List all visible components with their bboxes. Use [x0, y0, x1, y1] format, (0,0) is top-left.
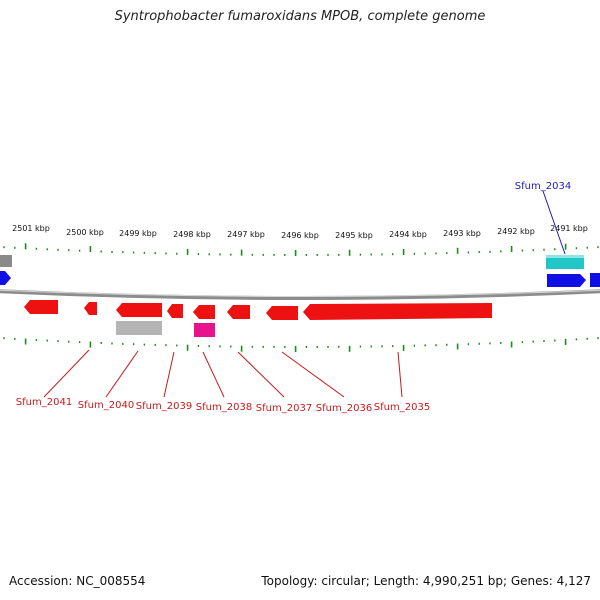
leader-line-sfum-2036	[281, 351, 345, 398]
genome-backbone	[0, 289, 600, 300]
gene-arrow-grey-edge[interactable]	[0, 255, 12, 267]
gene-label-sfum-2034[interactable]: Sfum_2034	[515, 181, 571, 192]
kbp-label: 2498 kbp	[173, 230, 211, 239]
leader-line-sfum-2039	[163, 351, 175, 398]
leader-line-sfum-2038	[202, 351, 225, 398]
gene-arrow-forward-edge[interactable]	[0, 271, 11, 285]
leader-line-sfum-2041	[43, 349, 90, 398]
gene-arrow-grey[interactable]	[116, 321, 162, 335]
genome-backbone-highlight	[0, 289, 600, 297]
gene-arrow-forward-edge-right[interactable]	[590, 273, 600, 287]
kbp-label: 2494 kbp	[389, 230, 427, 239]
gene-arrow-forward[interactable]	[547, 274, 586, 287]
leader-lines	[43, 190, 566, 398]
gene-arrow-sfum-2038[interactable]	[193, 305, 215, 319]
gene-label-sfum-2035[interactable]: Sfum_2035	[374, 402, 430, 413]
kbp-labels: 2501 kbp 2500 kbp 2499 kbp 2498 kbp 2497…	[12, 224, 588, 240]
leader-line-sfum-2040	[105, 350, 139, 398]
gene-label-sfum-2038[interactable]: Sfum_2038	[196, 402, 252, 413]
gene-labels: Sfum_2034 Sfum_2035 Sfum_2036 Sfum_2037 …	[16, 181, 571, 414]
gene-label-sfum-2041[interactable]: Sfum_2041	[16, 397, 72, 408]
reverse-strand-genes	[24, 300, 492, 337]
gene-label-sfum-2036[interactable]: Sfum_2036	[316, 403, 372, 414]
forward-strand-genes	[0, 255, 600, 287]
leader-line-sfum-2035	[397, 351, 403, 398]
gene-arrow-sfum-2037[interactable]	[227, 305, 250, 319]
kbp-label: 2500 kbp	[66, 228, 104, 237]
accession-label: Accession: NC_008554	[9, 574, 146, 588]
gene-arrow-sfum-2034[interactable]	[546, 257, 584, 269]
gene-arrow-small-reverse[interactable]	[84, 302, 97, 315]
gene-arrow-pink[interactable]	[194, 323, 215, 337]
kbp-label: 2496 kbp	[281, 231, 319, 240]
leader-line-sfum-2034	[542, 190, 566, 255]
kbp-label: 2492 kbp	[497, 227, 535, 236]
gene-arrow-sfum-2039[interactable]	[167, 304, 183, 318]
kbp-label: 2499 kbp	[119, 229, 157, 238]
genome-summary-label: Topology: circular; Length: 4,990,251 bp…	[261, 574, 591, 588]
tick-row-top	[3, 243, 599, 256]
gene-arrow-sfum-2036[interactable]	[266, 306, 298, 320]
gene-label-sfum-2037[interactable]: Sfum_2037	[256, 403, 312, 414]
gene-arrow-sfum-2035[interactable]	[303, 303, 492, 320]
leader-line-sfum-2037	[237, 351, 285, 398]
gene-label-sfum-2040[interactable]: Sfum_2040	[78, 400, 134, 411]
kbp-label: 2497 kbp	[227, 230, 265, 239]
gene-arrow-sfum-2041[interactable]	[24, 300, 58, 314]
kbp-label: 2501 kbp	[12, 224, 50, 233]
genome-title: Syntrophobacter fumaroxidans MPOB, compl…	[114, 9, 486, 24]
gene-arrow-sfum-2040[interactable]	[116, 303, 162, 317]
gene-label-sfum-2039[interactable]: Sfum_2039	[136, 401, 192, 412]
kbp-label: 2495 kbp	[335, 231, 373, 240]
kbp-label: 2491 kbp	[550, 224, 588, 233]
kbp-label: 2493 kbp	[443, 229, 481, 238]
gene-arrow-sfum-2034-top	[546, 255, 584, 258]
tick-row-bottom	[3, 337, 599, 352]
